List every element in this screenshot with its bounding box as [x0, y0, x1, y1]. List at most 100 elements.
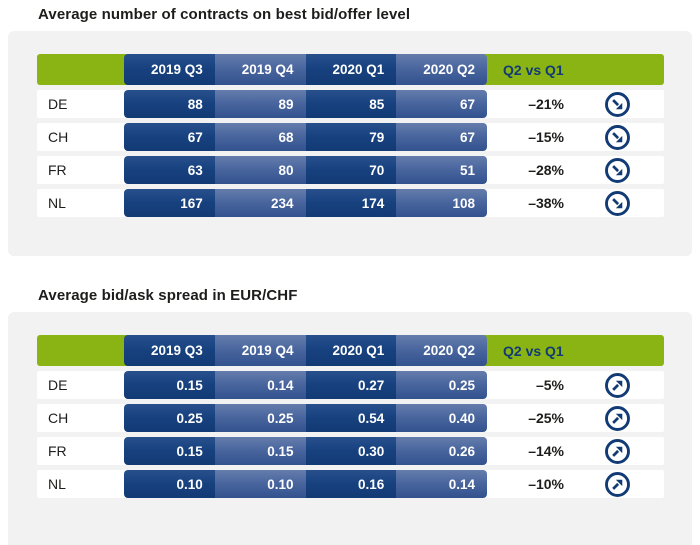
- value-cell: 0.27: [305, 371, 397, 399]
- value-cell: 167: [124, 189, 215, 217]
- table-body: DE 88 89 85 67 –21% CH 67 68 79 67 –15% FR 63 80 70 51 –2…: [37, 90, 664, 217]
- value-cell-block: 0.25 0.25 0.54 0.40: [124, 404, 487, 432]
- table-row-nl: NL 167 234 174 108 –38%: [37, 189, 664, 217]
- up-right-arrow-icon: [605, 471, 630, 497]
- table-row-ch: CH 0.25 0.25 0.54 0.40 –25%: [37, 404, 664, 432]
- column-header-2020-q1: 2020 Q1: [305, 335, 397, 366]
- trend-indicator: [604, 471, 631, 498]
- value-cell: 0.26: [396, 437, 487, 465]
- value-cell: 63: [124, 156, 215, 184]
- table-row-ch: CH 67 68 79 67 –15%: [37, 123, 664, 151]
- value-cell: 174: [305, 189, 397, 217]
- value-cell: 0.15: [124, 371, 215, 399]
- change-percentage: –38%: [528, 195, 564, 211]
- value-cell: 0.14: [396, 470, 487, 498]
- change-percentage: –10%: [528, 476, 564, 492]
- column-header-2019-q3: 2019 Q3: [124, 335, 215, 366]
- contracts-table-card: 2019 Q3 2019 Q4 2020 Q1 2020 Q2 Q2 vs Q1 DE…: [8, 31, 692, 256]
- table-header-row: 2019 Q3 2019 Q4 2020 Q1 2020 Q2 Q2 vs Q1: [37, 335, 664, 366]
- change-percentage: –14%: [528, 443, 564, 459]
- table-row-de: DE 88 89 85 67 –21%: [37, 90, 664, 118]
- value-cell: 0.25: [124, 404, 215, 432]
- up-right-arrow-icon: [605, 438, 630, 464]
- value-cell-block: 0.10 0.10 0.16 0.14: [124, 470, 487, 498]
- change-percentage: –21%: [528, 96, 564, 112]
- trend-indicator: [604, 190, 631, 217]
- header-label-spacer: [37, 54, 124, 85]
- figure-title-spread: Average bid/ask spread in EUR/CHF: [38, 287, 298, 304]
- row-label: CH: [48, 129, 69, 145]
- down-right-arrow-icon: [605, 157, 630, 183]
- table-row-fr: FR 0.15 0.15 0.30 0.26 –14%: [37, 437, 664, 465]
- value-cell-block: 88 89 85 67: [124, 90, 487, 118]
- value-cell: 80: [214, 156, 306, 184]
- value-cell: 67: [396, 90, 487, 118]
- down-right-arrow-icon: [605, 91, 630, 117]
- up-right-arrow-icon: [605, 372, 630, 398]
- change-percentage: –5%: [535, 377, 564, 393]
- column-header-2019-q4: 2019 Q4: [214, 335, 306, 366]
- table-row-de: DE 0.15 0.14 0.27 0.25 –5%: [37, 371, 664, 399]
- value-cell: 0.54: [305, 404, 397, 432]
- value-cell: 67: [124, 123, 215, 151]
- value-cell-block: 0.15 0.15 0.30 0.26: [124, 437, 487, 465]
- trend-indicator: [604, 124, 631, 151]
- column-header-2020-q2: 2020 Q2: [396, 335, 487, 366]
- down-right-arrow-icon: [605, 190, 630, 216]
- trend-indicator: [604, 438, 631, 465]
- quarter-header-block: 2019 Q3 2019 Q4 2020 Q1 2020 Q2: [124, 335, 487, 366]
- value-cell: 70: [305, 156, 397, 184]
- trend-indicator: [604, 91, 631, 118]
- value-cell-block: 167 234 174 108: [124, 189, 487, 217]
- trend-indicator: [604, 372, 631, 399]
- column-header-2020-q2: 2020 Q2: [396, 54, 487, 85]
- value-cell: 0.14: [214, 371, 306, 399]
- spread-table-card: 2019 Q3 2019 Q4 2020 Q1 2020 Q2 Q2 vs Q1 DE…: [8, 312, 692, 545]
- value-cell: 0.15: [124, 437, 215, 465]
- change-percentage: –15%: [528, 129, 564, 145]
- header-label-spacer: [37, 335, 124, 366]
- value-cell: 0.15: [214, 437, 306, 465]
- value-cell: 0.10: [214, 470, 306, 498]
- trend-indicator: [604, 405, 631, 432]
- value-cell-block: 0.15 0.14 0.27 0.25: [124, 371, 487, 399]
- table-row-fr: FR 63 80 70 51 –28%: [37, 156, 664, 184]
- value-cell: 67: [396, 123, 487, 151]
- value-cell: 89: [214, 90, 306, 118]
- table-row-nl: NL 0.10 0.10 0.16 0.14 –10%: [37, 470, 664, 498]
- up-right-arrow-icon: [605, 405, 630, 431]
- value-cell: 0.40: [396, 404, 487, 432]
- value-cell: 0.30: [305, 437, 397, 465]
- change-percentage: –25%: [528, 410, 564, 426]
- change-percentage: –28%: [528, 162, 564, 178]
- value-cell: 88: [124, 90, 215, 118]
- value-cell: 234: [214, 189, 306, 217]
- table-header-row: 2019 Q3 2019 Q4 2020 Q1 2020 Q2 Q2 vs Q1: [37, 54, 664, 85]
- value-cell: 0.16: [305, 470, 397, 498]
- column-header-2019-q4: 2019 Q4: [214, 54, 306, 85]
- value-cell: 79: [305, 123, 397, 151]
- down-right-arrow-icon: [605, 124, 630, 150]
- quarter-header-block: 2019 Q3 2019 Q4 2020 Q1 2020 Q2: [124, 54, 487, 85]
- table-body: DE 0.15 0.14 0.27 0.25 –5% CH 0.25 0.25 0.54 0.40–…: [37, 371, 664, 498]
- row-label: NL: [48, 476, 66, 492]
- value-cell-block: 67 68 79 67: [124, 123, 487, 151]
- row-label: DE: [48, 96, 68, 112]
- figure-title-contracts: Average number of contracts on best bid/…: [38, 6, 411, 23]
- value-cell: 85: [305, 90, 397, 118]
- row-label: CH: [48, 410, 69, 426]
- spread-figure: Average bid/ask spread in EUR/CHF 2019 Q…: [0, 256, 700, 545]
- value-cell: 68: [214, 123, 306, 151]
- value-cell: 108: [396, 189, 487, 217]
- row-label: DE: [48, 377, 68, 393]
- row-label: NL: [48, 195, 66, 211]
- value-cell: 0.10: [124, 470, 215, 498]
- trend-indicator: [604, 157, 631, 184]
- value-cell: 0.25: [214, 404, 306, 432]
- compare-column-header: Q2 vs Q1: [503, 61, 564, 78]
- row-label: FR: [48, 443, 67, 459]
- contracts-figure: Average number of contracts on best bid/…: [0, 0, 700, 256]
- row-label: FR: [48, 162, 67, 178]
- value-cell-block: 63 80 70 51: [124, 156, 487, 184]
- column-header-2020-q1: 2020 Q1: [305, 54, 397, 85]
